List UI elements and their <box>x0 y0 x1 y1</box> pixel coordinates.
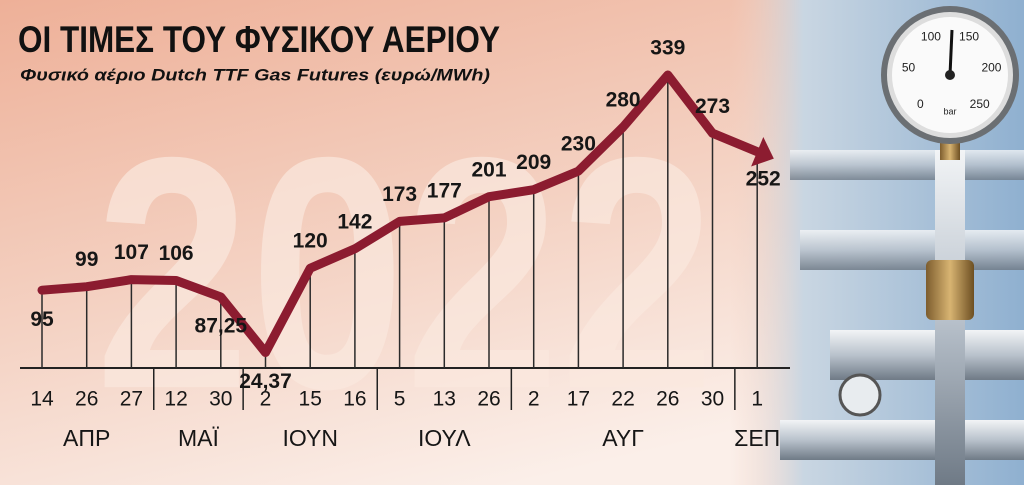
data-label: 273 <box>695 95 730 118</box>
gauge-label: 0 <box>917 97 924 111</box>
data-label: 106 <box>159 242 194 265</box>
month-label: ΜΑΪ <box>178 425 220 451</box>
month-label: ΙΟΥΛ <box>418 425 471 451</box>
data-label: 173 <box>382 183 417 206</box>
gauge-label: 100 <box>921 30 941 44</box>
x-tick-label: 5 <box>394 388 406 411</box>
photo-pipe <box>800 230 1024 270</box>
data-label: 209 <box>516 151 551 174</box>
photo-small-gauge <box>838 373 882 417</box>
photo-valve <box>926 260 974 320</box>
price-line <box>37 70 762 357</box>
data-label: 252 <box>746 167 781 190</box>
data-label: 280 <box>606 89 641 112</box>
data-label: 95 <box>30 308 54 331</box>
gauge-unit: bar <box>943 106 956 116</box>
data-label: 24,37 <box>239 370 292 393</box>
photo: 0 50 100 150 200 250 bar <box>730 0 1024 485</box>
chart-subtitle: Φυσικό αέριο Dutch TTF Gas Futures (ευρώ… <box>20 65 490 84</box>
gauge-label: 200 <box>981 61 1001 75</box>
x-tick-label: 30 <box>209 388 232 411</box>
data-label: 142 <box>337 210 372 233</box>
gauge-label: 250 <box>970 97 990 111</box>
data-label: 120 <box>293 230 328 253</box>
x-tick-label: 2 <box>528 388 540 411</box>
x-tick-label: 22 <box>611 388 634 411</box>
x-tick-label: 2 <box>260 388 272 411</box>
gauge-labels: 0 50 100 150 200 250 bar <box>902 30 1002 117</box>
x-tick-label: 26 <box>656 388 679 411</box>
background-year: 2022 <box>95 88 715 457</box>
photo-pipe <box>780 420 1024 460</box>
photo-pipe <box>830 330 1024 380</box>
month-label: ΑΠΡ <box>63 425 110 451</box>
data-label: 107 <box>114 241 149 264</box>
photo-gauge-hub <box>945 70 955 80</box>
photo-pipe <box>790 150 1024 180</box>
x-tick-label: 17 <box>567 388 590 411</box>
data-label: 230 <box>561 133 596 156</box>
data-label: 339 <box>650 37 685 60</box>
photo-fitting <box>940 140 960 160</box>
arrowhead <box>751 136 774 167</box>
gauge-label: 150 <box>959 30 979 44</box>
x-tick-label: 12 <box>164 388 187 411</box>
x-tick-label: 16 <box>343 388 366 411</box>
x-tick-label: 1 <box>751 388 763 411</box>
x-tick-label: 27 <box>120 388 143 411</box>
data-label: 177 <box>427 179 462 202</box>
month-label: ΑΥΓ <box>602 425 644 451</box>
x-tick-label: 26 <box>75 388 98 411</box>
x-tick-label: 26 <box>477 388 500 411</box>
data-label: 201 <box>471 158 506 181</box>
data-label: 87,25 <box>195 315 248 338</box>
x-tick-label: 15 <box>299 388 322 411</box>
x-tick-label: 13 <box>433 388 456 411</box>
chart-title: ΟΙ ΤΙΜΕΣ ΤΟΥ ΦΥΣΙΚΟΥ ΑΕΡΙΟΥ <box>18 19 500 60</box>
gauge-label: 50 <box>902 61 916 75</box>
data-label: 99 <box>75 248 98 271</box>
x-tick-label: 14 <box>30 388 54 411</box>
month-label: ΣΕΠ <box>734 425 780 451</box>
photo-gauge-needle <box>948 29 954 76</box>
month-label: ΙΟΥΝ <box>282 425 338 451</box>
x-tick-label: 30 <box>701 388 724 411</box>
